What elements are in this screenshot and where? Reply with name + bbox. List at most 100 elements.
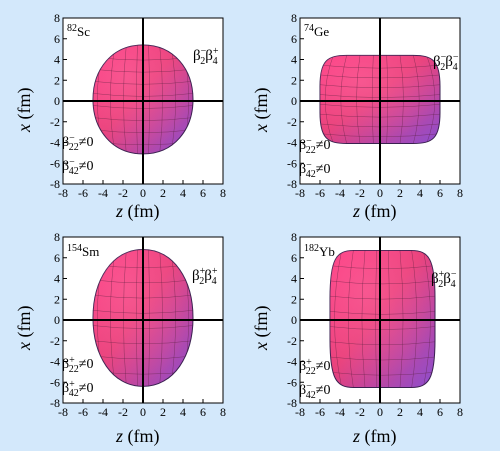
mesh-meridian bbox=[170, 44, 176, 154]
y-tick-label: -4 bbox=[287, 355, 297, 369]
x-tick-label: 2 bbox=[160, 186, 166, 200]
mesh-meridian bbox=[356, 55, 361, 144]
y-tick-label: 2 bbox=[291, 292, 297, 306]
y-tick-label: 4 bbox=[54, 53, 60, 67]
y-axis-label: x (fm) bbox=[14, 306, 35, 351]
x-tick-label: 0 bbox=[140, 405, 146, 419]
mesh-meridian bbox=[170, 249, 176, 387]
condition-22: β+ 22≠0 bbox=[299, 357, 330, 377]
condition-42: β− 42≠0 bbox=[299, 381, 330, 401]
x-tick-label: 4 bbox=[180, 186, 186, 200]
nucleus-label: 154Sm bbox=[67, 243, 99, 259]
y-tick-label: -4 bbox=[287, 136, 297, 150]
y-axis-label: x (fm) bbox=[14, 88, 35, 133]
y-tick-label: 6 bbox=[291, 251, 297, 265]
x-tick-label: -2 bbox=[355, 186, 365, 200]
shape-highlight bbox=[330, 250, 435, 388]
x-tick-label: -6 bbox=[315, 405, 325, 419]
mesh-latitude bbox=[330, 356, 435, 361]
nucleus-label: 82Sc bbox=[67, 23, 90, 39]
axes bbox=[300, 237, 460, 403]
x-tick-label: 0 bbox=[140, 186, 146, 200]
deformation-label: β+ 2β+ 4 bbox=[192, 266, 218, 287]
nucleus-label: 74Ge bbox=[304, 23, 329, 39]
y-tick-label: 6 bbox=[54, 32, 60, 46]
x-tick-label: 8 bbox=[457, 186, 463, 200]
x-tick-label: -4 bbox=[98, 405, 108, 419]
y-tick-label: -2 bbox=[287, 115, 297, 129]
mesh-latitude bbox=[330, 265, 435, 269]
y-tick-label: 8 bbox=[54, 230, 60, 244]
mesh-meridian bbox=[110, 44, 116, 154]
mesh-latitude bbox=[330, 295, 435, 300]
y-tick-label: 8 bbox=[54, 11, 60, 25]
x-tick-label: 8 bbox=[220, 186, 226, 200]
mesh-meridian bbox=[123, 249, 127, 387]
x-tick-label: 0 bbox=[377, 186, 383, 200]
mesh-meridian bbox=[340, 55, 347, 144]
y-tick-label: 6 bbox=[291, 32, 297, 46]
y-tick-label: 2 bbox=[54, 73, 60, 87]
x-tick-label: 2 bbox=[397, 186, 403, 200]
deformation-label: β− 2β− 4 bbox=[433, 52, 459, 73]
condition-42: β+ 42≠0 bbox=[62, 379, 93, 399]
mesh-latitude bbox=[330, 280, 435, 285]
x-tick-label: 4 bbox=[180, 405, 186, 419]
axes bbox=[300, 18, 460, 184]
y-tick-label: 0 bbox=[54, 94, 60, 108]
x-tick-label: -2 bbox=[118, 405, 128, 419]
y-tick-label: 8 bbox=[291, 230, 297, 244]
x-axis-label: z (fm) bbox=[115, 426, 160, 447]
mesh-meridian bbox=[159, 249, 163, 387]
mesh-meridian bbox=[159, 44, 163, 154]
x-tick-label: -2 bbox=[355, 405, 365, 419]
x-tick-label: -4 bbox=[335, 186, 345, 200]
x-axis-label: z (fm) bbox=[352, 426, 397, 447]
condition-22: β− 22≠0 bbox=[299, 136, 330, 156]
mesh-meridian bbox=[347, 250, 354, 388]
y-tick-label: -8 bbox=[287, 396, 297, 410]
deformation-label: β+ 2β− 4 bbox=[431, 269, 457, 290]
axes bbox=[63, 18, 223, 184]
y-tick-label: -8 bbox=[287, 177, 297, 191]
x-tick-label: 8 bbox=[220, 405, 226, 419]
mesh-meridian bbox=[361, 250, 366, 388]
mesh-latitude bbox=[330, 326, 435, 330]
nucleus-label: 182Yb bbox=[304, 243, 335, 259]
x-tick-label: 4 bbox=[417, 405, 423, 419]
y-tick-label: 8 bbox=[291, 11, 297, 25]
condition-42: β− 42≠0 bbox=[62, 157, 93, 177]
y-tick-label: -2 bbox=[50, 334, 60, 348]
mesh-meridian bbox=[148, 44, 150, 154]
mesh-meridian bbox=[136, 44, 138, 154]
y-tick-label: -6 bbox=[50, 375, 60, 389]
mesh-meridian bbox=[110, 249, 116, 387]
y-tick-label: -4 bbox=[50, 355, 60, 369]
mesh-meridian bbox=[388, 250, 390, 388]
x-tick-label: 2 bbox=[397, 405, 403, 419]
y-axis-label: x (fm) bbox=[251, 306, 272, 351]
x-tick-label: 8 bbox=[457, 405, 463, 419]
y-tick-label: 2 bbox=[54, 292, 60, 306]
x-tick-label: 0 bbox=[377, 405, 383, 419]
condition-22: β− 22≠0 bbox=[62, 133, 93, 153]
shape-mesh bbox=[330, 250, 435, 388]
x-tick-label: -6 bbox=[78, 186, 88, 200]
x-axis-label: z (fm) bbox=[115, 201, 160, 222]
y-tick-label: 0 bbox=[54, 313, 60, 327]
x-tick-label: 2 bbox=[160, 405, 166, 419]
y-axis-label: x (fm) bbox=[251, 88, 272, 133]
x-tick-label: -6 bbox=[78, 405, 88, 419]
x-tick-label: -2 bbox=[118, 186, 128, 200]
y-tick-label: -8 bbox=[50, 177, 60, 191]
condition-42: β− 42≠0 bbox=[299, 160, 330, 180]
x-tick-label: -4 bbox=[98, 186, 108, 200]
mesh-meridian bbox=[423, 250, 431, 388]
x-tick-label: -8 bbox=[58, 405, 68, 419]
x-tick-label: 6 bbox=[200, 405, 206, 419]
x-axis-label: z (fm) bbox=[352, 201, 397, 222]
